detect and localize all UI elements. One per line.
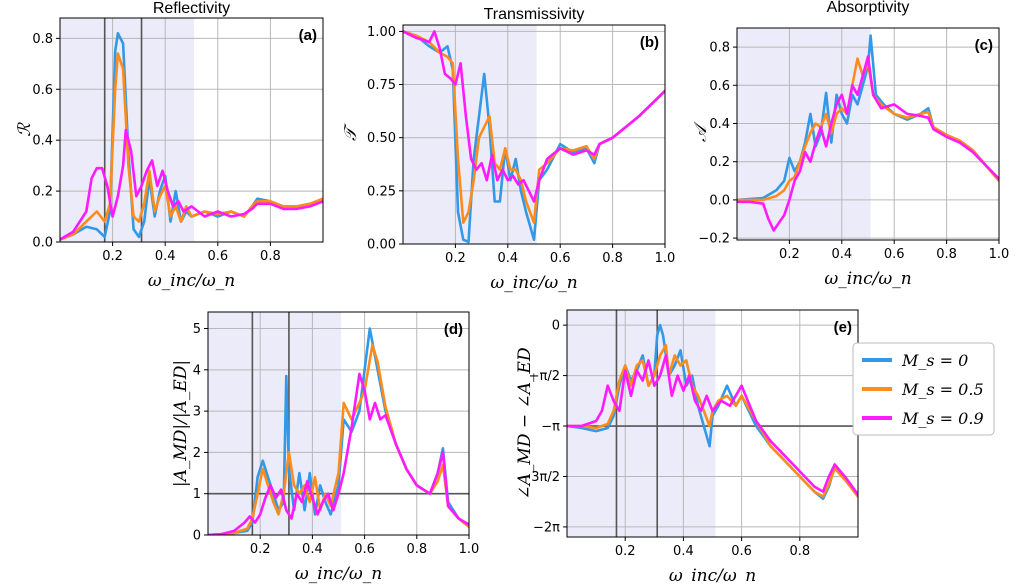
x-tick-label-c-4: 1.0: [989, 247, 1010, 262]
panel-title-b: Transmissivity: [484, 6, 585, 23]
y-axis-title-e: ∠A_MD − ∠A_ED: [515, 347, 535, 500]
x-tick-label-e-1: 0.4: [673, 544, 694, 559]
y-tick-label-a-0: 0.0: [32, 236, 53, 251]
y-tick-label-b-2: 0.50: [367, 131, 396, 146]
series-group-d: [208, 327, 469, 535]
x-tick-label-b-1: 0.4: [497, 251, 518, 266]
x-axis-title-e: ω_inc/ω_n: [669, 566, 756, 584]
panel-label-d: (d): [444, 321, 463, 338]
series-line-d-3: [208, 372, 469, 535]
axes-frame-a: [59, 17, 324, 243]
y-tick-label-d-2: 2: [193, 446, 201, 461]
x-tick-label-a-1: 0.4: [155, 249, 176, 264]
x-axis-title-d: ω_inc/ω_n: [295, 564, 382, 584]
x-tick-label-c-1: 0.4: [831, 247, 852, 262]
y-tick-label-e-4: −2π: [533, 520, 560, 535]
x-tick-label-a-3: 0.8: [260, 249, 281, 264]
panel-label-b: (b): [640, 34, 659, 51]
x-tick-label-b-0: 0.2: [445, 251, 466, 266]
y-axis-title-a: ℛ: [15, 122, 35, 137]
shaded-region-c: [737, 28, 871, 240]
x-tick-label-b-4: 1.0: [655, 251, 676, 266]
y-tick-label-b-0: 0.00: [367, 238, 396, 253]
axes-frame-d: [207, 311, 470, 536]
y-tick-label-c-5: 0.8: [709, 41, 730, 56]
y-tick-label-a-2: 0.4: [32, 134, 53, 149]
panel-title-a: Reflectivity: [153, 0, 230, 17]
x-tick-label-d-0: 0.2: [250, 542, 271, 557]
x-axis-title-c: ω_inc/ω_n: [824, 269, 911, 289]
x-tick-label-b-2: 0.6: [550, 251, 571, 266]
x-tick-label-d-3: 0.8: [406, 542, 427, 557]
y-tick-label-b-4: 1.00: [367, 25, 396, 40]
legend-label-1: M_s = 0: [901, 351, 968, 370]
y-tick-label-c-1: 0.0: [709, 193, 730, 208]
y-tick-label-d-0: 0: [193, 529, 201, 544]
series-group-a: [60, 31, 323, 241]
panel-label-a: (a): [299, 27, 317, 44]
y-tick-label-d-4: 4: [193, 363, 201, 378]
series-line-c-3: [737, 55, 999, 232]
x-tick-label-e-2: 0.6: [731, 544, 752, 559]
x-tick-label-d-1: 0.4: [302, 542, 323, 557]
panel-e: 0.2 0.4 0.6 0.8 0 −π/2 −π −3π/2 −2π ω_inc/ω_n ∠A_M…: [515, 309, 859, 584]
y-tick-label-c-4: 0.6: [709, 79, 730, 94]
series-line-a-3: [60, 128, 323, 241]
y-tick-label-e-2: −π: [541, 420, 560, 435]
y-axis-title-c: 𝒜: [691, 121, 711, 142]
panel-d: 0.2 0.4 0.6 0.8 1.0 0 1 2 3 4 5 ω_inc/ω_n |A_MD|/|A_…: [171, 311, 480, 584]
y-tick-label-e-3: −3π/2: [520, 470, 560, 485]
y-tick-label-e-1: −π/2: [529, 369, 560, 384]
series-group-c: [737, 34, 999, 232]
y-axis-title-b: 𝒯: [341, 123, 361, 141]
axes-frame-c: [736, 27, 1000, 241]
y-tick-label-d-3: 3: [193, 405, 201, 420]
series-group-b: [403, 30, 665, 244]
x-tick-label-d-2: 0.6: [354, 542, 375, 557]
x-axis-title-b: ω_inc/ω_n: [490, 273, 577, 293]
axes-frame-b: [402, 24, 666, 245]
y-tick-label-a-4: 0.8: [32, 32, 53, 47]
legend-label-3: M_s = 0.9: [901, 409, 984, 428]
y-tick-label-b-3: 0.75: [367, 78, 396, 93]
legend: M_s = 0 M_s = 0.5 M_s = 0.9: [852, 342, 995, 436]
panel-b: 0.2 0.4 0.6 0.8 1.0 0.00 0.25 0.50 0.75 1.00 ω_inc…: [341, 6, 675, 293]
panel-a: 0.2 0.4 0.6 0.8 0.0 0.2 0.4 0.6 0.8 ω_inc/ω_n ℛ Ref…: [15, 0, 324, 291]
legend-frame: [852, 342, 995, 436]
panel-label-e: (e): [834, 319, 852, 336]
series-line-e-3: [567, 354, 858, 496]
x-tick-label-b-3: 0.8: [602, 251, 623, 266]
x-tick-label-d-4: 1.0: [459, 542, 480, 557]
y-tick-label-e-0: 0: [552, 319, 560, 334]
legend-label-2: M_s = 0.5: [901, 380, 984, 399]
y-tick-label-b-1: 0.25: [367, 184, 396, 199]
x-tick-label-e-3: 0.8: [789, 544, 810, 559]
x-tick-label-a-0: 0.2: [102, 249, 123, 264]
x-tick-label-e-0: 0.2: [615, 544, 636, 559]
y-tick-label-d-5: 5: [193, 322, 201, 337]
series-group-e: [567, 323, 858, 500]
panel-title-c: Absorptivity: [827, 0, 910, 16]
y-tick-label-d-1: 1: [193, 487, 201, 502]
x-tick-label-c-3: 0.8: [936, 247, 957, 262]
y-tick-label-c-2: 0.2: [709, 155, 730, 170]
x-tick-label-c-0: 0.2: [779, 247, 800, 262]
x-tick-label-c-2: 0.6: [884, 247, 905, 262]
x-tick-label-a-2: 0.6: [207, 249, 228, 264]
panel-label-c: (c): [975, 37, 993, 54]
y-tick-label-c-0: −0.2: [698, 232, 730, 247]
y-axis-title-d: |A_MD|/|A_ED|: [171, 360, 191, 487]
y-tick-label-a-3: 0.6: [32, 83, 53, 98]
y-tick-label-a-1: 0.2: [32, 185, 53, 200]
x-axis-title-a: ω_inc/ω_n: [148, 271, 235, 291]
panel-c: 0.2 0.4 0.6 0.8 1.0 −0.2 0.0 0.2 0.4 0.6 0.8 ω_inc/…: [691, 0, 1009, 289]
series-line-b-3: [403, 30, 665, 203]
y-tick-label-c-3: 0.4: [709, 117, 730, 132]
